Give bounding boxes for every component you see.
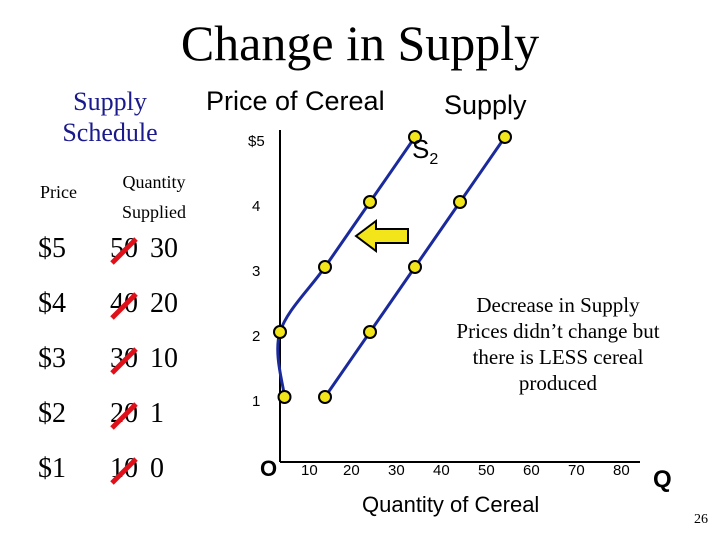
origin-label: O: [260, 456, 278, 481]
x-tick-label: 80: [613, 462, 630, 479]
y-tick-label: 2: [252, 328, 261, 345]
supply-curve-label: Supply: [444, 90, 527, 120]
row-new-quantity: 0: [150, 453, 164, 484]
strike-mark: [110, 457, 138, 485]
s2-curve: [276, 136, 417, 398]
note-line: Decrease in Supply: [476, 293, 640, 317]
strike-mark: [110, 402, 138, 430]
annotation-note: Decrease in Supply Prices didn’t change …: [418, 292, 698, 396]
column-header-quantity-line2: Supplied: [121, 202, 186, 222]
note-line: Prices didn’t change but: [456, 319, 660, 343]
x-tick-label: 60: [523, 462, 540, 479]
x-tick-label: 30: [388, 462, 405, 479]
data-point: [363, 325, 377, 339]
row-new-quantity: 1: [150, 398, 164, 429]
row-price: $5: [38, 233, 66, 264]
row-new-quantity: 10: [150, 343, 178, 374]
data-point: [453, 195, 467, 209]
column-header-price: Price: [40, 182, 77, 202]
schedule-title: Supply Schedule: [40, 86, 180, 148]
data-point: [318, 390, 332, 404]
x-tick-label: 40: [433, 462, 450, 479]
data-point: [273, 325, 287, 339]
strike-mark: [110, 292, 138, 320]
column-header-quantity: Quantity Supplied: [112, 167, 196, 227]
row-price: $2: [38, 398, 66, 429]
schedule-title-line2: Schedule: [62, 118, 158, 147]
s2-label-sub: 2: [429, 151, 439, 169]
data-point: [408, 130, 422, 144]
s2-label-main: S: [412, 134, 430, 164]
row-price: $4: [38, 288, 66, 319]
row-price: $3: [38, 343, 66, 374]
y-tick-label: 1: [252, 393, 261, 410]
data-point: [498, 130, 512, 144]
row-new-quantity: 30: [150, 233, 178, 264]
column-header-quantity-line1: Quantity: [122, 172, 186, 192]
shift-arrow: [354, 219, 409, 253]
row-price: $1: [38, 453, 66, 484]
data-point: [408, 260, 422, 274]
note-line: produced: [518, 371, 598, 395]
strike-mark: [110, 237, 138, 265]
y-tick-label: $5: [248, 133, 265, 150]
x-tick-label: 70: [568, 462, 585, 479]
x-tick-label: 50: [478, 462, 495, 479]
s2-curve-label: S2: [412, 134, 438, 169]
row-new-quantity: 20: [150, 288, 178, 319]
note-line: there is LESS cereal: [472, 345, 644, 369]
page-title: Change in Supply: [180, 15, 540, 71]
schedule-title-line1: Supply: [73, 87, 147, 116]
x-axis-label: Quantity of Cereal: [362, 492, 540, 517]
y-tick-label: 3: [252, 263, 261, 280]
data-point: [318, 260, 332, 274]
data-point: [277, 390, 292, 404]
data-point: [363, 195, 377, 209]
x-tick-label: 20: [343, 462, 360, 479]
page-number: 26: [694, 512, 708, 527]
y-tick-label: 4: [252, 198, 261, 215]
x-axis-letter: Q: [653, 466, 672, 493]
y-axis-label: Price of Cereal: [206, 86, 385, 116]
strike-mark: [110, 347, 138, 375]
x-tick-label: 10: [301, 462, 318, 479]
